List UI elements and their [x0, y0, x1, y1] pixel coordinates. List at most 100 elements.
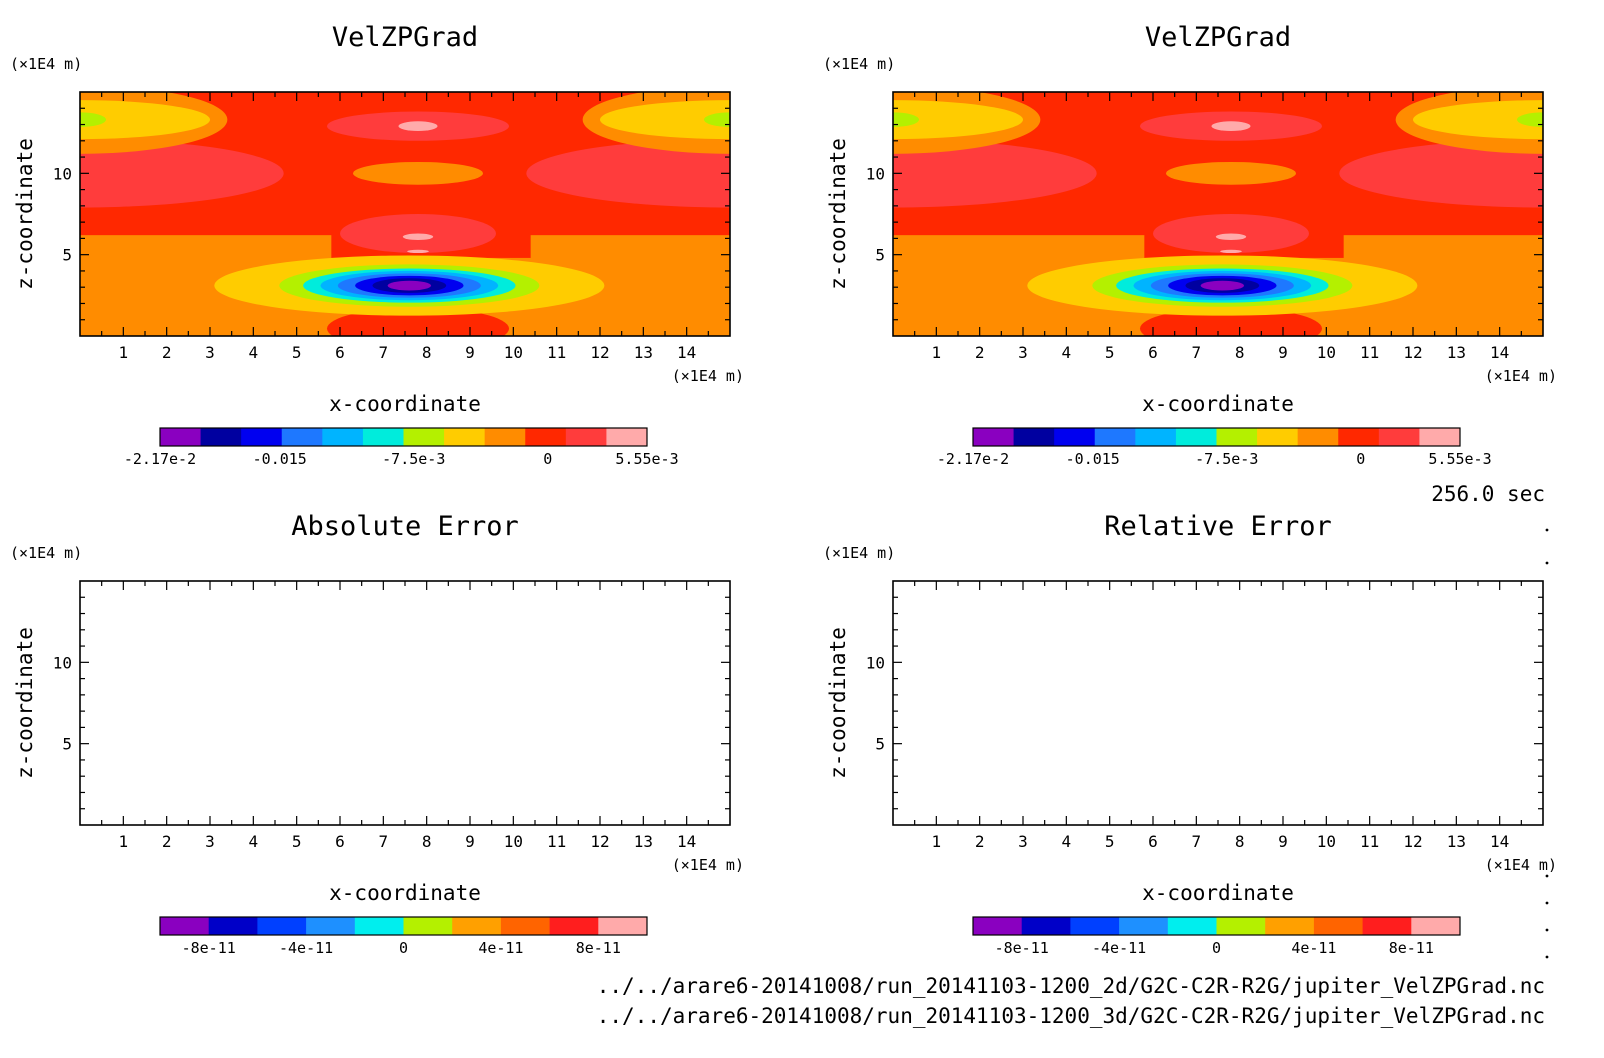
contour-region — [1339, 139, 1543, 208]
contour-region — [893, 139, 1097, 208]
x-tick-label: 1 — [119, 343, 129, 362]
chart-panel-3: Absolute Error(×1E4 m)1 2 3 4 5 6 7 8 9 10 11 12 13 1… — [10, 511, 744, 957]
colorbar-label: -7.5e-3 — [382, 450, 445, 468]
colorbar-swatch — [257, 917, 307, 935]
colorbar-label: -8e-11 — [182, 939, 236, 957]
chart-title: VelZPGrad — [1145, 22, 1291, 53]
colorbar-swatch — [160, 428, 202, 446]
x-axis-label: x-coordinate — [329, 881, 481, 905]
colorbar-label: 8e-11 — [576, 939, 621, 957]
colorbar-swatch — [1265, 917, 1315, 935]
colorbar-label: 5.55e-3 — [1428, 450, 1491, 468]
x-tick-label: 7 — [379, 832, 389, 851]
colorbar-frame — [159, 916, 648, 936]
colorbar-swatch — [1313, 917, 1364, 935]
colorbar-swatch — [322, 428, 364, 446]
y-tick-label: 5 — [62, 735, 72, 754]
colorbar-label: 0 — [543, 450, 552, 468]
colorbar-swatch — [1257, 428, 1299, 446]
chart-panel-4: Relative Error(×1E4 m)1 2 3 4 5 6 7 8 9 10 11 12 13 1… — [823, 511, 1557, 957]
x-tick-label: 11 — [1360, 832, 1379, 851]
contour-region — [80, 112, 106, 127]
colorbar-label: 0 — [1212, 939, 1221, 957]
x-tick-label: 1 — [932, 343, 942, 362]
contour-region — [893, 100, 1023, 140]
contour-region — [353, 161, 483, 185]
colorbar-frame — [972, 916, 1461, 936]
colorbar-swatch — [973, 428, 1015, 446]
x-tick-label: 5 — [292, 832, 302, 851]
x-tick-label: 1 — [119, 832, 129, 851]
colorbar-label: 4e-11 — [478, 939, 523, 957]
chart-title: Absolute Error — [291, 511, 519, 542]
x-tick-label: 6 — [1148, 832, 1158, 851]
contour-region — [80, 100, 210, 140]
y-axis-label: z-coordinate — [826, 138, 850, 290]
x-tick-label: 3 — [1018, 343, 1028, 362]
colorbar-frame — [972, 427, 1461, 447]
colorbar-swatch — [208, 917, 258, 935]
colorbar-label: -0.015 — [253, 450, 307, 468]
colorbar-swatch — [1119, 917, 1169, 935]
margin-dot — [1545, 528, 1549, 532]
y-axis-label: z-coordinate — [13, 138, 37, 290]
x-tick-label: 1 — [932, 832, 942, 851]
source-file-3d: ../../arare6-20141008/run_20141103-1200_… — [596, 1004, 1545, 1028]
x-tick-label: 4 — [1062, 343, 1072, 362]
x-tick-label: 14 — [677, 832, 696, 851]
contour-region — [1413, 100, 1543, 140]
source-file-2d: ../../arare6-20141008/run_20141103-1200_… — [596, 974, 1545, 998]
x-tick-label: 2 — [975, 343, 985, 362]
colorbar-swatch — [1378, 428, 1420, 446]
contour-region — [80, 139, 284, 208]
y-axis-label: z-coordinate — [826, 627, 850, 779]
x-axis-unit: (×1E4 m) — [672, 367, 744, 385]
x-tick-label: 4 — [249, 343, 259, 362]
plot-frame — [79, 580, 731, 826]
contour-region — [526, 139, 730, 208]
x-tick-label: 8 — [1235, 832, 1245, 851]
x-tick-label: 2 — [162, 832, 172, 851]
colorbar-label: 0 — [399, 939, 408, 957]
margin-dot — [1545, 901, 1549, 905]
contour-region — [398, 121, 438, 132]
colorbar-swatch — [549, 917, 599, 935]
colorbar-swatch — [1054, 428, 1096, 446]
contour-region — [1200, 280, 1245, 291]
x-tick-label: 8 — [1235, 343, 1245, 362]
x-tick-label: 12 — [590, 832, 609, 851]
colorbar-swatch — [452, 917, 502, 935]
colorbar-label: -2.17e-2 — [124, 450, 196, 468]
chart-panel-1: VelZPGrad(×1E4 m)1 2 3 4 5 6 7 8 9 10 11 12 13 14510(… — [10, 22, 744, 468]
contour-region — [704, 112, 730, 127]
x-tick-label: 2 — [162, 343, 172, 362]
x-tick-label: 9 — [1278, 343, 1288, 362]
x-tick-label: 8 — [422, 832, 432, 851]
plot-frame — [892, 580, 1544, 826]
colorbar-swatch — [362, 428, 404, 446]
colorbar-label: -0.015 — [1066, 450, 1120, 468]
colorbar-label: -2.17e-2 — [937, 450, 1009, 468]
x-tick-label: 5 — [1105, 343, 1115, 362]
contour-region — [1517, 112, 1543, 127]
colorbar-swatch — [1362, 917, 1412, 935]
y-tick-label: 10 — [866, 653, 885, 672]
colorbar-swatch — [565, 428, 607, 446]
colorbar-swatch — [160, 917, 210, 935]
x-tick-label: 13 — [634, 343, 653, 362]
colorbar-swatch — [500, 917, 551, 935]
contour-region — [600, 100, 730, 140]
x-tick-label: 5 — [292, 343, 302, 362]
colorbar-label: -4e-11 — [1092, 939, 1146, 957]
colorbar-label: 0 — [1356, 450, 1365, 468]
x-tick-label: 11 — [547, 832, 566, 851]
x-tick-label: 4 — [249, 832, 259, 851]
x-tick-label: 8 — [422, 343, 432, 362]
margin-dot — [1545, 928, 1549, 932]
y-axis-unit: (×1E4 m) — [10, 55, 82, 73]
colorbar-swatch — [1167, 917, 1217, 935]
x-tick-label: 11 — [1360, 343, 1379, 362]
colorbar-swatch — [1021, 917, 1071, 935]
x-axis-label: x-coordinate — [1142, 392, 1294, 416]
